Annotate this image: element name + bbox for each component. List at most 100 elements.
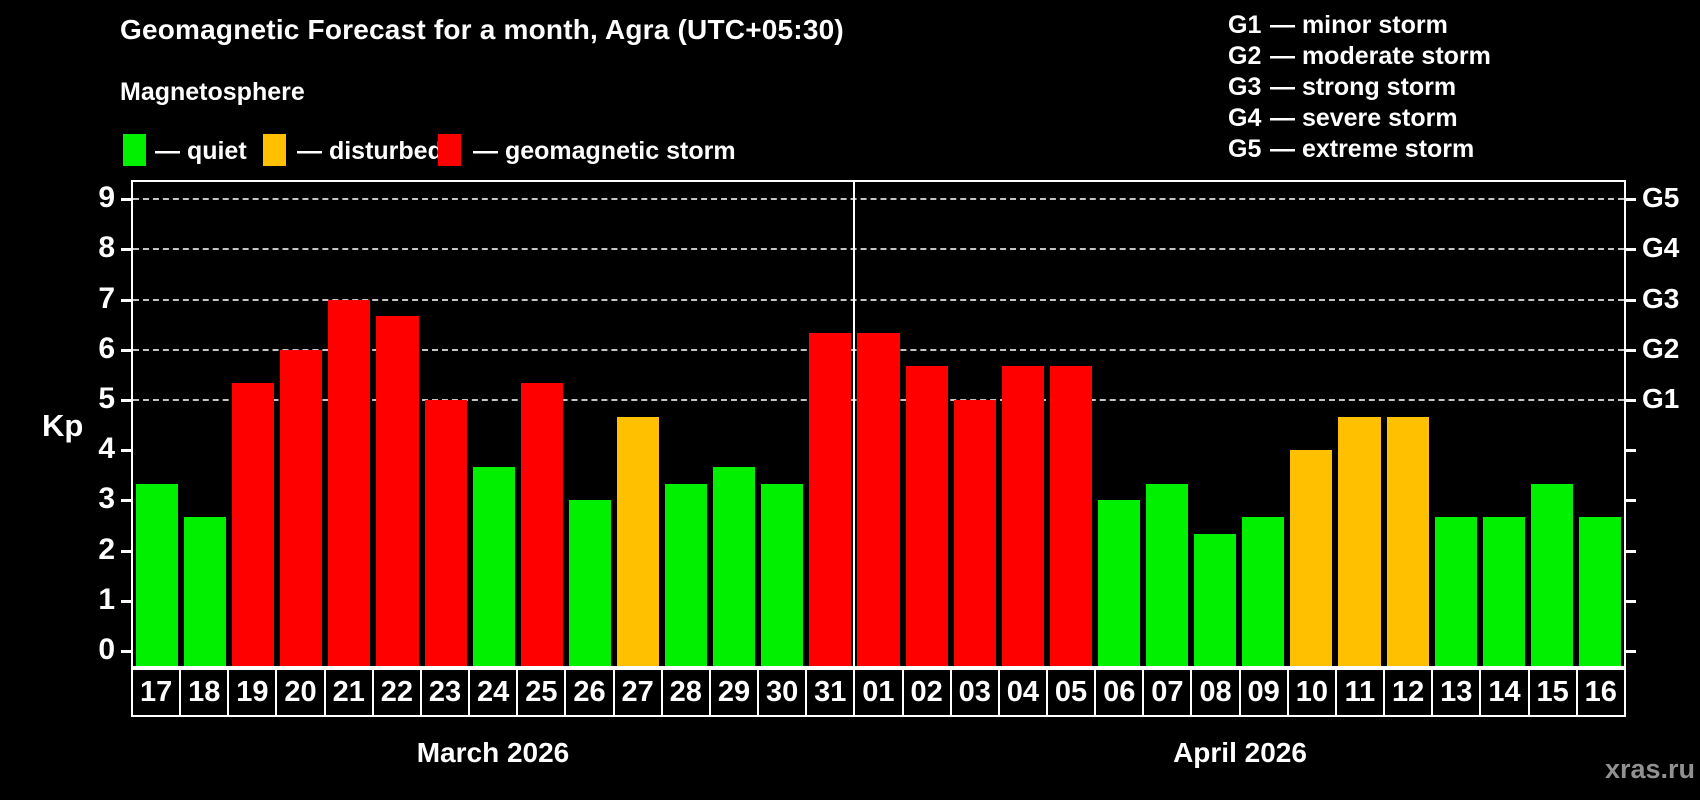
storm-scale-desc: — extreme storm — [1270, 135, 1475, 163]
right-axis-tick — [1626, 499, 1636, 503]
storm-scale-key: G3 — [1228, 73, 1262, 101]
y-axis-tick-label-2: 2 — [98, 532, 115, 566]
left-axis-tick — [121, 198, 131, 202]
day-label-cell: 24 — [468, 668, 519, 717]
kp-bar-03 — [953, 400, 996, 666]
y-axis-tick-label-0: 0 — [98, 633, 115, 666]
day-label-cell: 03 — [949, 668, 1000, 717]
kp-bar-19 — [232, 383, 275, 666]
day-label-cell: 04 — [997, 668, 1048, 717]
day-label-cell: 16 — [1575, 668, 1626, 717]
right-axis-tick — [1626, 198, 1636, 202]
day-label-cell: 20 — [275, 668, 326, 717]
kp-bar-02 — [905, 366, 948, 666]
storm-scale-item: G5 — extreme storm — [1228, 134, 1491, 165]
kp-bar-30 — [761, 483, 804, 666]
kp-color-legend: — quiet — disturbed — geomagnetic storm — [0, 0, 1700, 175]
y-axis-tick-label-3: 3 — [98, 482, 115, 516]
storm-scale-item: G3 — strong storm — [1228, 72, 1491, 103]
day-label-cell: 02 — [901, 668, 952, 717]
storm-scale-item: G2 — moderate storm — [1228, 41, 1491, 72]
left-axis-tick — [121, 449, 131, 453]
kp-bar-17 — [136, 483, 179, 666]
right-axis-tick — [1626, 298, 1636, 302]
kp-bar-26 — [568, 500, 611, 666]
day-label-cell: 27 — [612, 668, 663, 717]
month-label-april: April 2026 — [1173, 737, 1307, 768]
day-label-cell: 08 — [1190, 668, 1241, 717]
left-axis-tick — [121, 348, 131, 352]
left-axis-tick — [121, 298, 131, 302]
day-label-cell: 18 — [179, 668, 230, 717]
left-axis-tick — [121, 248, 131, 252]
storm-scale-item: G1 — minor storm — [1228, 10, 1491, 41]
g-scale-label-G1: G1 — [1642, 383, 1680, 414]
day-label-cell: 31 — [805, 668, 856, 717]
storm-scale-key: G5 — [1228, 135, 1262, 163]
right-axis-tick — [1626, 348, 1636, 352]
right-axis-tick — [1626, 449, 1636, 453]
kp-bar-18 — [184, 516, 227, 666]
day-label-cell: 09 — [1238, 668, 1289, 717]
right-axis-tick — [1626, 650, 1636, 653]
gridline-kp9 — [133, 198, 1624, 201]
g-scale-label-G2: G2 — [1642, 332, 1680, 364]
gridline-kp7 — [133, 298, 1624, 301]
day-label-cell: 12 — [1383, 668, 1434, 717]
day-label-cell: 13 — [1431, 668, 1482, 717]
kp-bar-10 — [1290, 450, 1333, 666]
day-label-cell: 28 — [660, 668, 711, 717]
y-axis-tick-label-8: 8 — [98, 231, 115, 265]
kp-bar-05 — [1049, 366, 1092, 666]
storm-scale-key: G1 — [1228, 11, 1262, 39]
day-label-cell: 01 — [853, 668, 904, 717]
y-axis-title: Kp — [42, 408, 84, 443]
kp-bar-27 — [616, 416, 660, 666]
legend-label-storm: — geomagnetic storm — [473, 137, 736, 165]
storm-scale-desc: — strong storm — [1270, 73, 1457, 101]
day-label-cell: 21 — [323, 668, 374, 717]
kp-bar-24 — [472, 466, 515, 666]
y-axis-tick-label-1: 1 — [98, 582, 115, 616]
day-label-cell: 19 — [227, 668, 278, 717]
day-label-cell: 22 — [371, 668, 422, 717]
left-axis-tick — [121, 399, 131, 402]
kp-bar-04 — [1001, 366, 1044, 666]
kp-bar-06 — [1097, 500, 1141, 666]
day-label-cell: 23 — [419, 668, 471, 717]
storm-scale-key: G2 — [1228, 42, 1262, 70]
kp-bar-15 — [1530, 483, 1573, 666]
g-scale-label-G5: G5 — [1642, 182, 1680, 214]
g-scale-label-G3: G3 — [1642, 282, 1680, 314]
day-label-cell: 05 — [1045, 668, 1097, 717]
kp-bar-16 — [1578, 516, 1621, 666]
kp-bar-11 — [1338, 416, 1381, 666]
kp-bar-29 — [713, 466, 756, 666]
left-axis-tick — [121, 650, 131, 653]
kp-bar-22 — [376, 316, 419, 666]
day-axis-row: 17 18 19 20 21 22 23 24 25 26 27 28 29 30 31 01 02 03 04 05… — [131, 668, 1626, 717]
kp-bar-13 — [1434, 516, 1477, 666]
day-label-cell: 11 — [1334, 668, 1386, 717]
kp-bar-01 — [857, 333, 900, 666]
right-axis-tick — [1626, 549, 1636, 553]
magnetosphere-label: Magnetosphere — [120, 78, 305, 106]
legend-label-quiet: — quiet — [155, 137, 247, 165]
g-scale-label-G4: G4 — [1642, 232, 1680, 264]
storm-scale-legend: G1 — minor storm G2 — moderate storm G3 — str… — [1228, 10, 1491, 165]
day-label-cell: 07 — [1142, 668, 1193, 717]
site-watermark: xras.ru — [1604, 754, 1695, 784]
storm-scale-item: G4 — severe storm — [1228, 103, 1491, 134]
quiet-swatch — [123, 134, 146, 166]
kp-bar-31 — [809, 333, 852, 666]
y-axis-tick-label-7: 7 — [98, 281, 115, 315]
kp-bar-21 — [328, 299, 371, 666]
right-axis-tick — [1626, 248, 1636, 252]
kp-bar-20 — [280, 349, 323, 666]
day-label-cell: 25 — [516, 668, 567, 717]
kp-bar-09 — [1242, 516, 1285, 666]
y-axis-tick-label-9: 9 — [98, 181, 115, 215]
kp-bar-28 — [665, 483, 708, 666]
storm-scale-desc: — severe storm — [1270, 104, 1458, 132]
day-label-cell: 15 — [1527, 668, 1578, 717]
